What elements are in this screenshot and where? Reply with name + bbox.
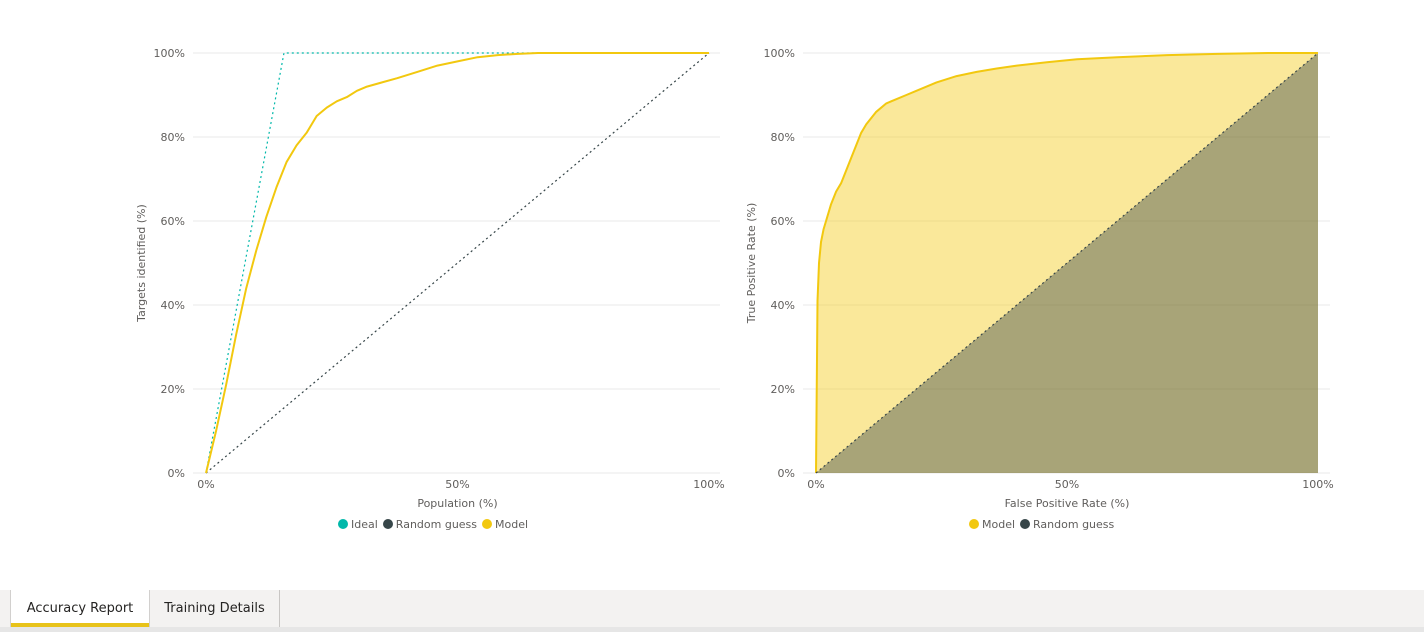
legend-label: Ideal: [351, 517, 378, 531]
y-tick-label: 40%: [161, 299, 185, 312]
y-axis-title: True Positive Rate (%): [745, 203, 758, 325]
legend-item-random-guess[interactable]: Random guess: [1020, 518, 1114, 531]
x-tick-label: 0%: [807, 478, 824, 491]
y-tick-label: 60%: [771, 215, 795, 228]
lift-chart: 0% 20% 40% 60% 80% 100% 0% 50% 100% Population (%…: [135, 47, 725, 510]
legend-dot-icon: [482, 519, 493, 529]
y-tick-label: 100%: [154, 47, 185, 60]
series-line-model[interactable]: [205, 52, 709, 474]
legend-item-random-guess[interactable]: Random guess: [382, 517, 478, 531]
report-tab-bar: Accuracy Report Training Details: [0, 590, 1424, 632]
y-tick-label: 100%: [764, 47, 795, 60]
series-line-random-guess[interactable]: [815, 52, 1319, 474]
legend-label: Random guess: [395, 517, 478, 531]
legend-dot-icon: [1020, 519, 1031, 529]
legend-label: Model: [495, 517, 529, 531]
legend-item-model[interactable]: Model: [482, 518, 528, 531]
tab-label: Accuracy Report: [26, 601, 134, 616]
y-axis-title: Targets identified (%): [135, 204, 148, 323]
roc-chart-legend: Model Random guess: [969, 516, 1119, 532]
x-tick-label: 50%: [1055, 478, 1079, 491]
tab-training-details[interactable]: Training Details: [150, 590, 280, 627]
y-tick-label: 0%: [778, 467, 795, 480]
legend-item-ideal[interactable]: Ideal: [338, 518, 378, 531]
x-axis-title: False Positive Rate (%): [1005, 497, 1130, 510]
y-tick-label: 20%: [161, 383, 185, 396]
x-tick-label: 50%: [445, 478, 469, 491]
y-tick-label: 80%: [161, 131, 185, 144]
tab-accuracy-report[interactable]: Accuracy Report: [10, 590, 150, 627]
x-tick-label: 100%: [1302, 478, 1333, 491]
x-tick-label: 100%: [693, 478, 724, 491]
legend-label: Model: [982, 517, 1016, 531]
series-line-model[interactable]: [815, 52, 1318, 474]
legend-dot-icon: [969, 519, 979, 529]
active-tab-indicator: [11, 623, 149, 627]
legend-dot-icon: [382, 519, 393, 529]
y-tick-label: 80%: [771, 131, 795, 144]
charts-canvas: 0% 20% 40% 60% 80% 100% 0% 50% 100% Population (%…: [135, 47, 1334, 510]
roc-chart: 0% 20% 40% 60% 80% 100% 0% 50% 100% False Positiv…: [745, 47, 1334, 510]
legend-label: Random guess: [1033, 517, 1115, 531]
tab-bar-bottom-strip: [0, 627, 1424, 632]
y-tick-label: 20%: [771, 383, 795, 396]
x-axis-title: Population (%): [417, 497, 497, 510]
series-line-random-guess[interactable]: [205, 52, 710, 474]
y-tick-label: 60%: [161, 215, 185, 228]
legend-item-model[interactable]: Model: [969, 518, 1015, 531]
x-tick-label: 0%: [197, 478, 214, 491]
tab-label: Training Details: [164, 601, 265, 616]
lift-chart-legend: Ideal Random guess Model: [338, 516, 533, 532]
legend-dot-icon: [338, 519, 348, 529]
y-tick-label: 0%: [168, 467, 185, 480]
y-tick-label: 40%: [771, 299, 795, 312]
